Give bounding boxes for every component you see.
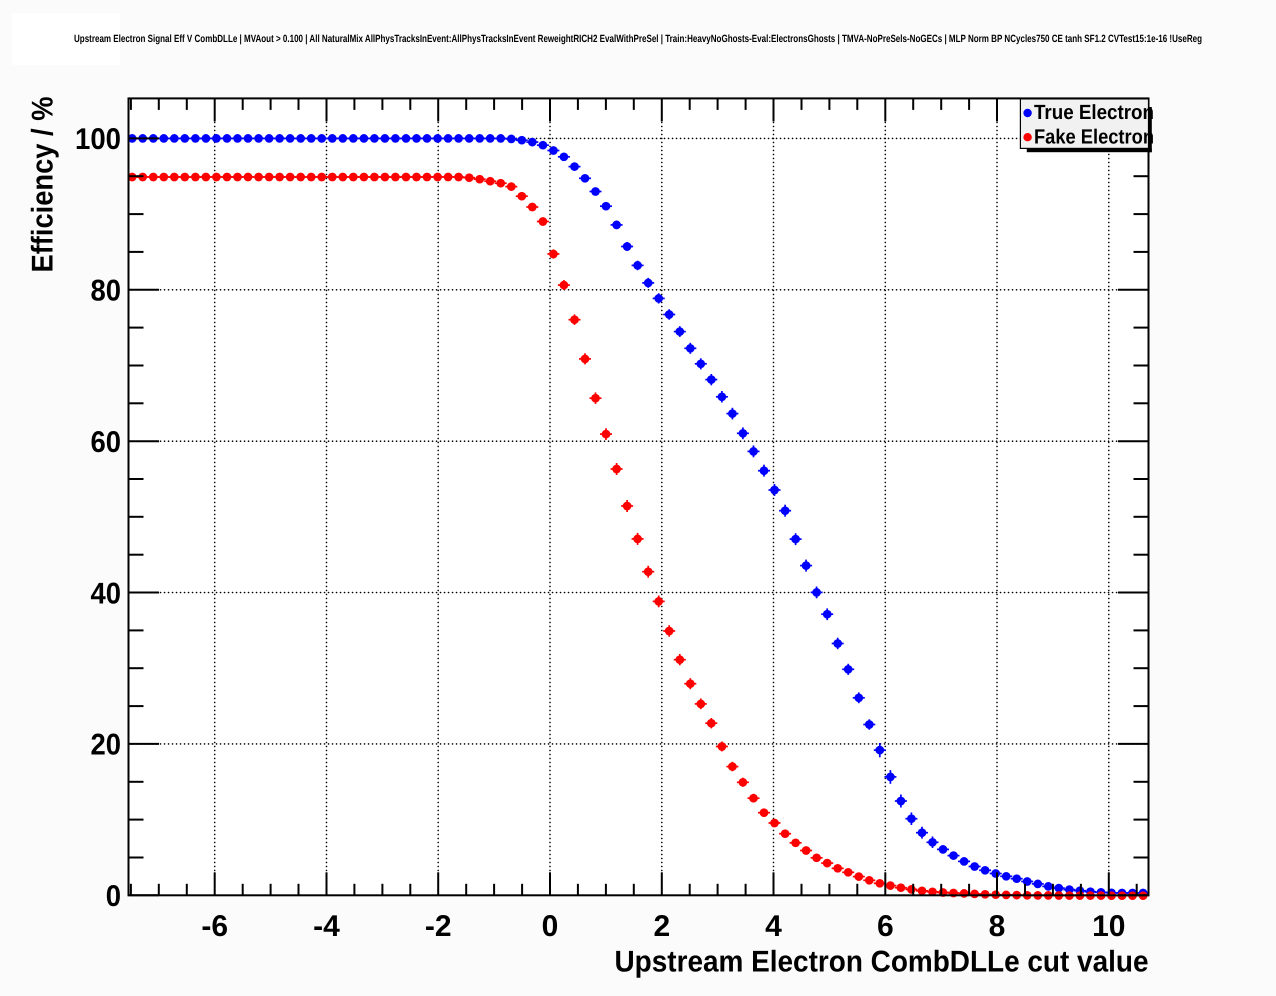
svg-text:2: 2 xyxy=(653,910,670,943)
svg-text:Upstream Electron CombDLLe cut: Upstream Electron CombDLLe cut value xyxy=(615,946,1149,979)
svg-text:0: 0 xyxy=(106,880,121,913)
svg-text:-2: -2 xyxy=(425,910,452,943)
svg-text:40: 40 xyxy=(91,577,122,610)
svg-text:20: 20 xyxy=(91,729,122,762)
svg-text:100: 100 xyxy=(75,123,121,156)
svg-text:Efficiency / %: Efficiency / % xyxy=(27,97,60,273)
svg-text:6: 6 xyxy=(877,910,894,943)
svg-text:True Electron: True Electron xyxy=(1034,101,1154,124)
svg-text:-4: -4 xyxy=(313,910,340,943)
svg-text:10: 10 xyxy=(1092,910,1125,943)
svg-text:0: 0 xyxy=(542,910,559,943)
svg-text:80: 80 xyxy=(91,275,122,308)
svg-text:8: 8 xyxy=(989,910,1006,943)
svg-text:Fake Electron: Fake Electron xyxy=(1034,125,1154,148)
svg-text:Upstream Electron Signal Eff V: Upstream Electron Signal Eff V CombDLLe … xyxy=(74,33,1202,45)
svg-text:4: 4 xyxy=(765,910,782,943)
svg-text:60: 60 xyxy=(91,426,122,459)
svg-text:-6: -6 xyxy=(201,910,228,943)
